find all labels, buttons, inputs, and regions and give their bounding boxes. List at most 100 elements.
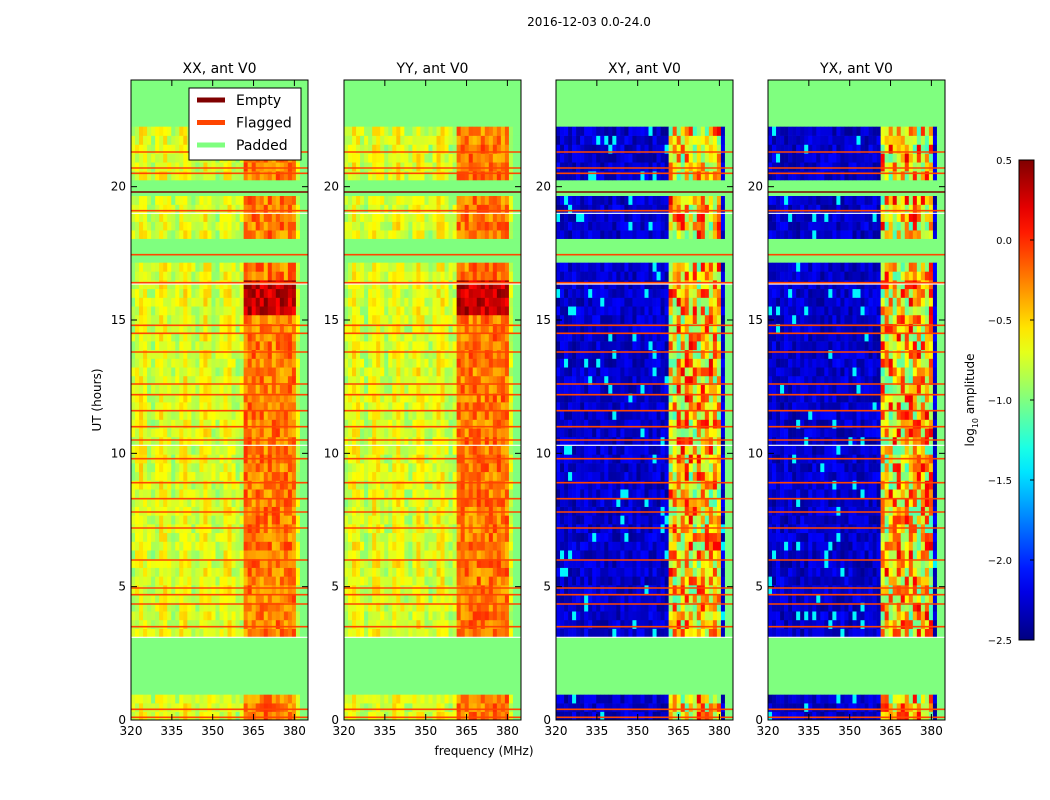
heatmap-cell [275,204,281,214]
heatmap-cell [251,550,256,560]
heatmap-cell [480,497,486,507]
heatmap-cell [504,550,510,560]
heatmap-cell [135,332,140,342]
heatmap-cell [139,204,144,214]
heatmap-cell [444,162,449,172]
heatmap-cell [440,703,445,712]
heatmap-cell [376,532,381,542]
heatmap-cell [167,428,172,438]
heatmap-cell [384,402,389,412]
heatmap-cell [472,262,478,272]
heatmap-cell [163,436,168,446]
heatmap-cell [151,694,156,704]
heatmap-cell [283,314,289,324]
heatmap-cell [231,515,236,525]
heatmap-cell [243,593,248,603]
heatmap-cell [219,262,224,272]
heatmap-cell [416,541,421,551]
heatmap-cell [364,410,369,420]
heatmap-cell [372,541,377,551]
heatmap-cell [283,602,289,612]
heatmap-cell [400,144,405,154]
heatmap-cell [303,558,308,568]
heatmap-cell [163,341,168,351]
heatmap-cell [195,497,200,507]
heatmap-cell [175,367,180,377]
heatmap-cell [239,628,244,638]
heatmap-cell [496,506,502,516]
heatmap-cell [356,506,361,516]
heatmap-cell [143,703,148,712]
heatmap-cell [444,445,449,455]
heatmap-cell [143,593,148,603]
heatmap-cell [400,489,405,499]
heatmap-cell [480,585,486,595]
heatmap-cell [348,204,353,214]
heatmap-cell [179,230,184,239]
heatmap-cell [404,619,409,629]
heatmap-cell [484,463,490,473]
heatmap-cell [163,497,168,507]
heatmap-cell [203,384,208,394]
heatmap-cell [512,436,518,446]
heatmap-cell [179,262,184,272]
heatmap-cell [412,541,417,551]
heatmap-cell [516,576,521,586]
heatmap-cell [195,567,200,577]
heatmap-cell [504,532,510,542]
heatmap-cell [171,703,176,712]
heatmap-cell [227,602,232,612]
heatmap-cell [147,384,152,394]
heatmap-cell [279,419,285,429]
heatmap-cell [416,558,421,568]
heatmap-cell [231,506,236,516]
heatmap-cell [287,497,293,507]
heatmap-cell [460,694,465,704]
heatmap-cell [291,558,297,568]
heatmap-cell [472,428,478,438]
heatmap-cell [227,367,232,377]
heatmap-cell [432,541,437,551]
heatmap-cell [143,567,148,577]
heatmap-cell [147,694,152,704]
heatmap-cell [199,576,204,586]
heatmap-cell [472,153,478,163]
heatmap-cell [376,306,381,316]
heatmap-cell [512,593,518,603]
heatmap-cell [303,332,308,342]
heatmap-cell [303,126,308,136]
heatmap-cell [247,171,252,181]
heatmap-cell [360,471,365,481]
heatmap-cell [396,230,401,239]
heatmap-cell [275,221,281,231]
heatmap-cell [444,602,449,612]
heatmap-cell [147,358,152,368]
heatmap-cell [243,628,248,638]
heatmap-cell [271,558,277,568]
heatmap-cell [504,297,510,307]
heatmap-cell [344,230,349,239]
heatmap-cell [219,332,224,342]
heatmap-cell [440,297,445,307]
heatmap-cell [263,419,269,429]
heatmap-cell [500,550,506,560]
heatmap-cell [448,410,453,420]
heatmap-cell [400,480,405,490]
heatmap-cell [195,694,200,704]
heatmap-cell [191,230,196,239]
y-tick-label: 20 [111,180,126,194]
heatmap-cell [444,271,449,281]
heatmap-cell [480,711,486,720]
heatmap-cell [235,558,240,568]
heatmap-cell [424,419,429,429]
heatmap-cell [135,628,140,638]
heatmap-cell [247,445,252,455]
heatmap-cell [460,332,465,342]
heatmap-cell [271,288,277,298]
heatmap-cell [199,585,204,595]
heatmap-cell [143,144,148,154]
heatmap-cell [500,375,506,385]
heatmap-cell [512,375,518,385]
heatmap-cell [432,213,437,222]
heatmap-cell [368,567,373,577]
